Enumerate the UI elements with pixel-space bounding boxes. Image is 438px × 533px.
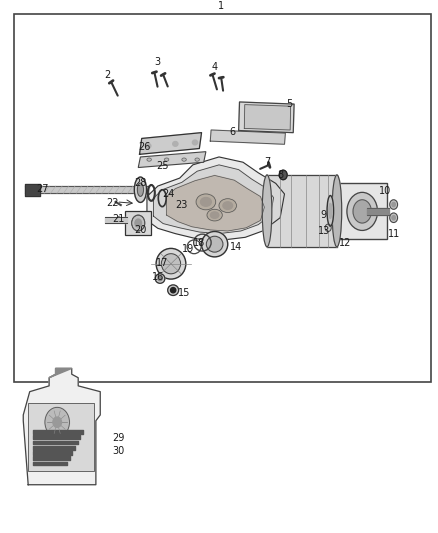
Ellipse shape (327, 196, 334, 226)
Text: 9: 9 (321, 210, 327, 220)
Text: 4: 4 (212, 62, 218, 72)
Circle shape (392, 203, 396, 207)
Ellipse shape (207, 209, 222, 221)
Ellipse shape (132, 215, 145, 231)
Circle shape (390, 200, 398, 209)
Ellipse shape (353, 200, 371, 223)
Ellipse shape (155, 274, 165, 284)
Text: 24: 24 (162, 189, 175, 199)
Ellipse shape (182, 158, 186, 161)
Circle shape (325, 224, 331, 231)
Text: 5: 5 (286, 99, 292, 109)
Ellipse shape (164, 158, 169, 161)
Circle shape (45, 407, 70, 437)
Text: 2: 2 (105, 70, 111, 80)
Text: 12: 12 (339, 238, 352, 248)
Polygon shape (244, 104, 290, 130)
Text: 23: 23 (176, 199, 188, 209)
Text: 11: 11 (388, 229, 400, 239)
Bar (337, 183, 387, 239)
Ellipse shape (135, 219, 141, 227)
Bar (28, 403, 94, 471)
Ellipse shape (332, 175, 342, 247)
Text: 16: 16 (152, 272, 164, 282)
Text: 21: 21 (113, 214, 125, 224)
Bar (14, 14, 431, 382)
Circle shape (390, 213, 398, 222)
Polygon shape (147, 157, 285, 240)
Ellipse shape (329, 204, 332, 219)
Ellipse shape (138, 183, 144, 196)
Polygon shape (166, 175, 265, 231)
Ellipse shape (161, 254, 180, 274)
Text: 28: 28 (134, 179, 147, 188)
Text: 10: 10 (379, 187, 391, 196)
Polygon shape (138, 152, 206, 167)
Circle shape (279, 170, 287, 180)
Text: 22: 22 (107, 198, 119, 208)
Ellipse shape (156, 248, 186, 279)
Ellipse shape (201, 198, 211, 206)
Ellipse shape (134, 177, 147, 203)
Polygon shape (210, 130, 286, 144)
Text: 20: 20 (134, 225, 147, 235)
Text: 27: 27 (36, 184, 49, 193)
Ellipse shape (210, 212, 219, 219)
Text: 14: 14 (230, 242, 243, 252)
Text: 13: 13 (318, 226, 330, 236)
Ellipse shape (223, 202, 233, 209)
Text: 17: 17 (156, 257, 169, 268)
Circle shape (53, 417, 61, 427)
Text: 19: 19 (182, 245, 194, 254)
Ellipse shape (158, 277, 162, 281)
Ellipse shape (201, 231, 228, 257)
Ellipse shape (147, 158, 151, 161)
Ellipse shape (170, 287, 176, 293)
Polygon shape (140, 133, 201, 155)
Text: 15: 15 (178, 288, 190, 298)
Ellipse shape (195, 158, 199, 161)
Text: 1: 1 (218, 1, 224, 11)
Text: 7: 7 (264, 157, 270, 167)
Text: 29: 29 (113, 433, 125, 443)
Polygon shape (239, 102, 294, 133)
Polygon shape (23, 368, 100, 484)
Polygon shape (49, 368, 72, 378)
Text: 30: 30 (113, 447, 125, 456)
Text: 25: 25 (156, 161, 169, 171)
Bar (125, 211, 151, 235)
Ellipse shape (206, 236, 223, 252)
Text: 26: 26 (138, 142, 151, 152)
Ellipse shape (173, 141, 178, 146)
Ellipse shape (196, 194, 216, 210)
Ellipse shape (168, 285, 179, 295)
Circle shape (392, 216, 396, 220)
Text: 18: 18 (193, 238, 205, 248)
Ellipse shape (146, 143, 151, 148)
Ellipse shape (219, 199, 237, 213)
Polygon shape (153, 165, 274, 233)
Text: 8: 8 (277, 171, 283, 181)
Ellipse shape (192, 140, 198, 145)
Text: 6: 6 (229, 126, 235, 136)
Text: 3: 3 (155, 57, 161, 67)
Ellipse shape (347, 192, 378, 230)
Ellipse shape (262, 175, 272, 247)
